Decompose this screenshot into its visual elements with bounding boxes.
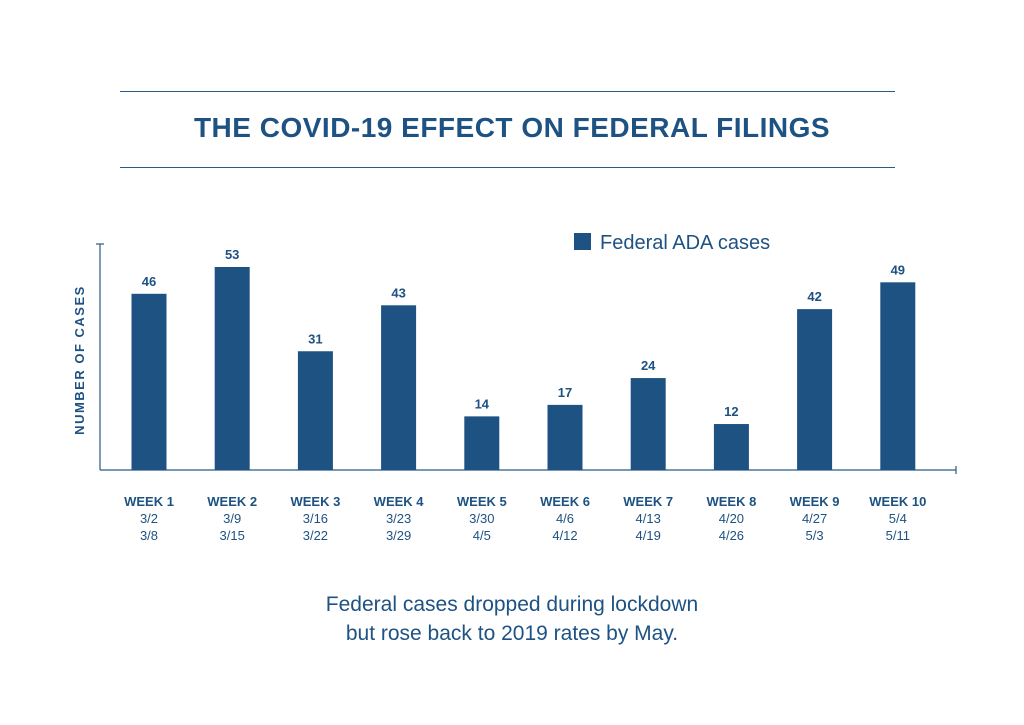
bar-chart: NUMBER OF CASES Federal ADA cases 46 WEEK 1… bbox=[72, 232, 957, 543]
x-tick-end-8: 4/26 bbox=[719, 528, 744, 543]
bar-7 bbox=[630, 378, 666, 470]
title-rule-top bbox=[120, 91, 895, 92]
x-tick-week-10: WEEK 10 bbox=[869, 494, 926, 509]
bar-9 bbox=[797, 309, 833, 470]
chart-caption: Federal cases dropped during lockdown bu… bbox=[0, 590, 1024, 648]
bar-6 bbox=[547, 404, 583, 470]
chart-title: THE COVID-19 EFFECT ON FEDERAL FILINGS bbox=[193, 112, 831, 143]
data-label-1: 46 bbox=[142, 274, 156, 289]
bar-10 bbox=[880, 282, 916, 470]
x-tick-start-5: 3/30 bbox=[469, 511, 494, 526]
x-tick-start-7: 4/13 bbox=[636, 511, 661, 526]
x-tick-start-1: 3/2 bbox=[140, 511, 158, 526]
x-tick-week-6: WEEK 6 bbox=[540, 494, 590, 509]
bar-4 bbox=[381, 305, 417, 470]
x-tick-start-2: 3/9 bbox=[223, 511, 241, 526]
data-label-9: 42 bbox=[807, 289, 821, 304]
x-tick-week-7: WEEK 7 bbox=[623, 494, 673, 509]
x-tick-end-2: 3/15 bbox=[220, 528, 245, 543]
title-rule-bottom bbox=[120, 167, 895, 168]
legend-swatch bbox=[574, 233, 591, 250]
x-tick-week-2: WEEK 2 bbox=[207, 494, 257, 509]
x-tick-week-4: WEEK 4 bbox=[374, 494, 425, 509]
x-tick-week-3: WEEK 3 bbox=[290, 494, 340, 509]
data-label-2: 53 bbox=[225, 247, 239, 262]
x-tick-start-10: 5/4 bbox=[889, 511, 907, 526]
caption-line-2: but rose back to 2019 rates by May. bbox=[345, 622, 679, 645]
x-tick-end-1: 3/8 bbox=[140, 528, 158, 543]
x-tick-start-4: 3/23 bbox=[386, 511, 411, 526]
x-tick-week-8: WEEK 8 bbox=[706, 494, 756, 509]
data-label-4: 43 bbox=[391, 285, 405, 300]
x-tick-week-9: WEEK 9 bbox=[790, 494, 840, 509]
x-tick-start-6: 4/6 bbox=[556, 511, 574, 526]
data-label-7: 24 bbox=[641, 358, 656, 373]
data-label-3: 31 bbox=[308, 331, 322, 346]
data-label-5: 14 bbox=[475, 396, 490, 411]
bar-5 bbox=[464, 416, 500, 470]
y-axis-label: NUMBER OF CASES bbox=[72, 285, 87, 435]
data-label-10: 49 bbox=[891, 262, 905, 277]
data-label-6: 17 bbox=[558, 385, 572, 400]
x-tick-end-9: 5/3 bbox=[806, 528, 824, 543]
x-tick-end-6: 4/12 bbox=[552, 528, 577, 543]
x-tick-end-10: 5/11 bbox=[886, 528, 910, 543]
x-tick-start-8: 4/20 bbox=[719, 511, 744, 526]
x-tick-start-3: 3/16 bbox=[303, 511, 328, 526]
bar-1 bbox=[131, 293, 167, 470]
x-tick-end-5: 4/5 bbox=[473, 528, 491, 543]
x-tick-end-7: 4/19 bbox=[636, 528, 661, 543]
legend-label: Federal ADA cases bbox=[600, 232, 770, 254]
bar-2 bbox=[214, 266, 250, 470]
caption-line-1: Federal cases dropped during lockdown bbox=[325, 593, 699, 616]
x-tick-end-3: 3/22 bbox=[303, 528, 328, 543]
x-tick-week-1: WEEK 1 bbox=[124, 494, 174, 509]
data-label-8: 12 bbox=[724, 404, 738, 419]
x-tick-start-9: 4/27 bbox=[802, 511, 827, 526]
bar-8 bbox=[713, 424, 749, 470]
x-tick-week-5: WEEK 5 bbox=[457, 494, 507, 509]
bar-3 bbox=[297, 351, 333, 470]
x-tick-end-4: 3/29 bbox=[386, 528, 411, 543]
